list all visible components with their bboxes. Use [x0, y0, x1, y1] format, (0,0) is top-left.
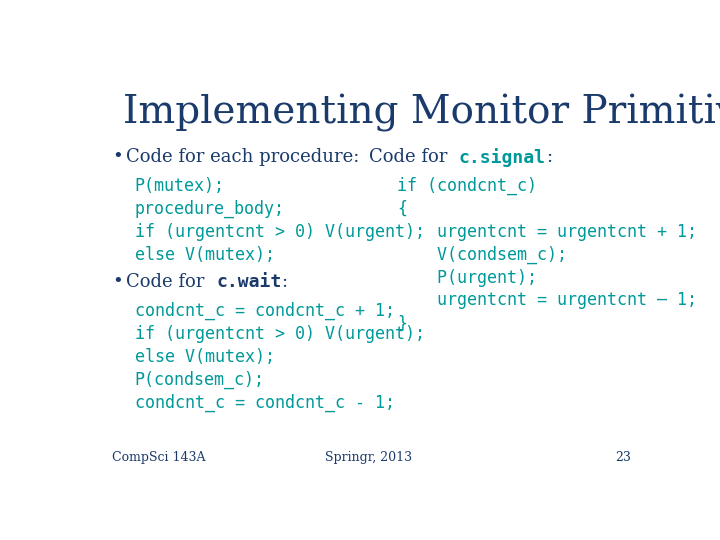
Text: if (urgentcnt > 0) V(urgent);: if (urgentcnt > 0) V(urgent); — [135, 223, 425, 241]
Text: procedure_body;: procedure_body; — [135, 200, 284, 218]
Text: Springr, 2013: Springr, 2013 — [325, 451, 413, 464]
Text: :: : — [546, 148, 552, 166]
Text: :: : — [282, 273, 287, 291]
Text: c.wait: c.wait — [216, 273, 282, 291]
Text: Code for: Code for — [126, 273, 216, 291]
Text: P(condsem_c);: P(condsem_c); — [135, 370, 265, 389]
Text: else V(mutex);: else V(mutex); — [135, 246, 274, 264]
Text: •: • — [112, 273, 123, 291]
Text: if (urgentcnt > 0) V(urgent);: if (urgentcnt > 0) V(urgent); — [135, 325, 425, 343]
Text: condcnt_c = condcnt_c + 1;: condcnt_c = condcnt_c + 1; — [135, 302, 395, 320]
Text: urgentcnt = urgentcnt + 1;: urgentcnt = urgentcnt + 1; — [397, 223, 697, 241]
Text: V(condsem_c);: V(condsem_c); — [397, 246, 567, 264]
Text: 23: 23 — [616, 451, 631, 464]
Text: Implementing Monitor Primitives: Implementing Monitor Primitives — [124, 94, 720, 132]
Text: if (condcnt_c): if (condcnt_c) — [397, 177, 537, 195]
Text: Code for: Code for — [369, 148, 459, 166]
Text: P(urgent);: P(urgent); — [397, 268, 537, 287]
Text: CompSci 143A: CompSci 143A — [112, 451, 206, 464]
Text: urgentcnt = urgentcnt – 1;: urgentcnt = urgentcnt – 1; — [397, 292, 697, 309]
Text: else V(mutex);: else V(mutex); — [135, 348, 274, 366]
Text: c.signal: c.signal — [459, 148, 546, 167]
Text: }: } — [397, 314, 407, 332]
Text: Code for each procedure:: Code for each procedure: — [126, 148, 360, 166]
Text: P(mutex);: P(mutex); — [135, 177, 225, 195]
Text: {: { — [397, 200, 407, 218]
Text: condcnt_c = condcnt_c - 1;: condcnt_c = condcnt_c - 1; — [135, 393, 395, 411]
Text: •: • — [112, 148, 123, 166]
